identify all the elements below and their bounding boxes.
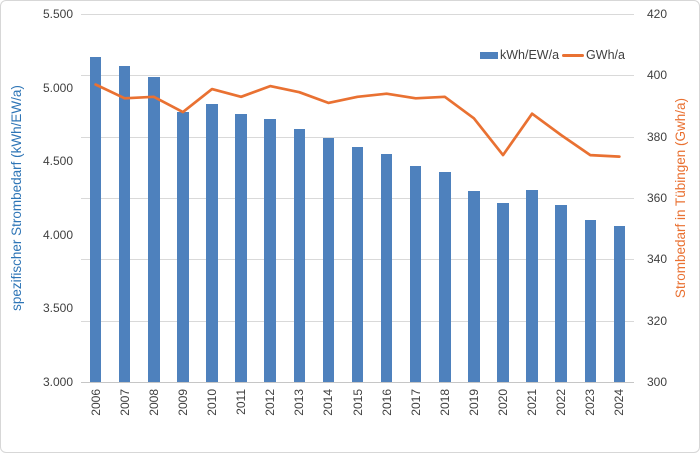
- x-axis-label-2010: 2010: [204, 389, 219, 416]
- left-axis-tick: 3.500: [42, 301, 73, 316]
- bar-2024: [613, 225, 626, 382]
- right-axis-tick: 360: [647, 191, 668, 205]
- x-axis-label-2015: 2015: [350, 389, 365, 416]
- bar-2017: [409, 165, 422, 382]
- bar-2014: [322, 137, 335, 382]
- x-axis-label-2013: 2013: [292, 389, 307, 416]
- bar-2020: [497, 203, 509, 382]
- line-series: [94, 83, 621, 158]
- x-axis-label-2024: 2024: [612, 389, 627, 416]
- bar-2010: [206, 103, 218, 382]
- line-series-swatch-icon: [562, 53, 585, 57]
- legend: kWh/EW/a GWh/a: [480, 48, 625, 62]
- x-axis-label-2021: 2021: [525, 389, 540, 416]
- bar-2012: [264, 118, 276, 382]
- bar-2006: [89, 56, 102, 382]
- right-axis-tick: 380: [647, 129, 668, 144]
- legend-item-bars: kWh/EW/a: [480, 48, 559, 62]
- bar-2015: [351, 147, 364, 382]
- bar-2023: [584, 220, 597, 382]
- right-axis-tick: 420: [647, 7, 668, 21]
- x-axis-label-2018: 2018: [437, 389, 452, 416]
- left-axis-tick: 5.000: [42, 80, 73, 95]
- left-axis-tick: 5.500: [42, 7, 73, 21]
- x-axis-label-2006: 2006: [88, 389, 103, 416]
- x-axis-label-2016: 2016: [379, 389, 394, 416]
- legend-label-bars: kWh/EW/a: [500, 48, 560, 62]
- bar-2007: [118, 65, 131, 382]
- bar-2022: [555, 204, 567, 382]
- gridline: [81, 14, 634, 15]
- bar-2018: [439, 171, 451, 382]
- legend-label-line: GWh/a: [586, 48, 625, 62]
- left-axis-tick: 3.000: [42, 375, 73, 389]
- bar-2008: [148, 76, 160, 382]
- bar-2019: [468, 190, 480, 382]
- bar-2021: [526, 189, 538, 382]
- bar-series-swatch-icon: [480, 51, 498, 59]
- x-axis-label-2008: 2008: [146, 389, 161, 416]
- x-axis-label-2009: 2009: [175, 389, 190, 416]
- gwh-line: [94, 83, 621, 158]
- x-axis-label-2007: 2007: [117, 389, 132, 416]
- right-axis-tick: 400: [647, 68, 668, 83]
- x-axis-label-2012: 2012: [263, 389, 278, 416]
- x-axis-label-2020: 2020: [496, 389, 511, 416]
- left-axis-tick: 4.500: [42, 154, 73, 169]
- right-axis-tick: 300: [647, 375, 668, 389]
- right-axis-tick: 340: [647, 252, 668, 267]
- x-axis-label-2022: 2022: [554, 389, 569, 416]
- left-axis-title: spezifischer Strombedarf (kWh/EW/a): [9, 85, 24, 311]
- x-axis-label-2023: 2023: [583, 389, 598, 416]
- gridline: [81, 382, 634, 383]
- bar-2011: [235, 114, 247, 382]
- x-axis-label-2014: 2014: [321, 389, 336, 416]
- bar-2009: [177, 111, 189, 382]
- gridline: [81, 136, 634, 138]
- plot-area: [81, 14, 634, 383]
- bar-2013: [293, 128, 306, 382]
- gridline: [81, 75, 634, 77]
- right-axis-tick: 320: [647, 313, 668, 328]
- bar-2016: [380, 153, 393, 382]
- legend-item-line: GWh/a: [562, 48, 625, 62]
- left-axis-tick: 4.000: [42, 227, 73, 242]
- x-axis-label-2017: 2017: [408, 389, 423, 416]
- x-axis-label-2019: 2019: [466, 389, 481, 416]
- x-axis-label-2011: 2011: [234, 389, 249, 415]
